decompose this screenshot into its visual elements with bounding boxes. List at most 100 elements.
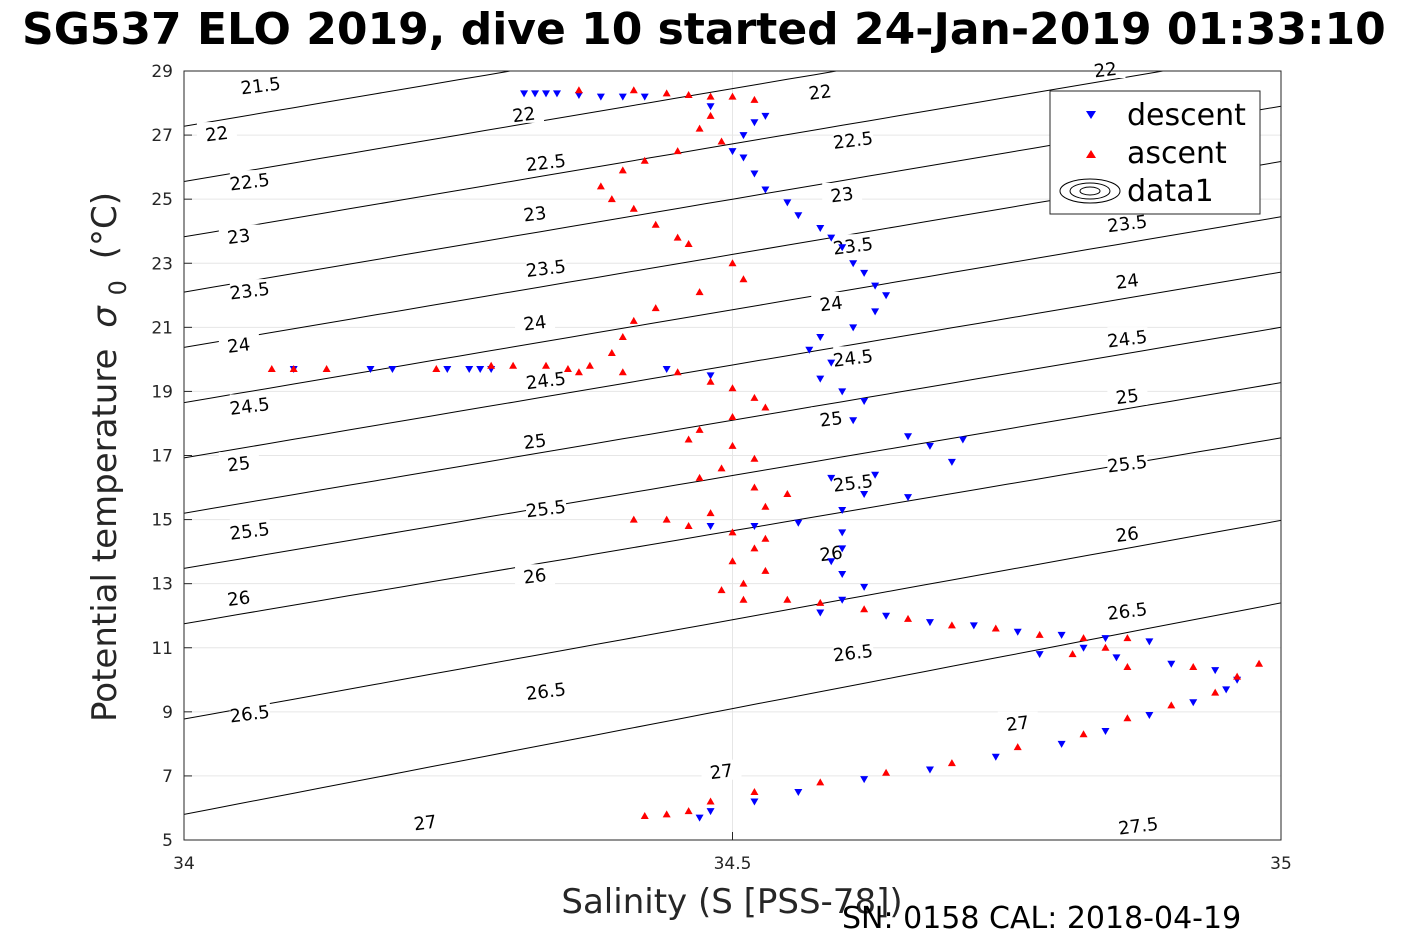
contour-label-bg [811, 407, 852, 428]
contour-label-bg [811, 291, 852, 312]
descent-point [871, 282, 880, 290]
ascent-point [684, 240, 693, 248]
ascent-point [673, 147, 682, 155]
descent-point [904, 433, 913, 441]
y-tick-label: 25 [151, 190, 173, 210]
ascent-point [574, 368, 583, 376]
ascent-point [750, 454, 759, 462]
contour-label-bg [526, 368, 567, 389]
ascent-point [1123, 634, 1132, 642]
ascent-point [1035, 630, 1044, 638]
contour-label-bg [515, 202, 556, 223]
descent-point [838, 571, 847, 579]
descent-point [750, 170, 759, 178]
ascent-point [673, 233, 682, 241]
ascent-point [1167, 701, 1176, 709]
descent-point [969, 622, 978, 630]
contour-label: 24.5 [1106, 327, 1148, 353]
contour-label: 24 [1115, 270, 1140, 294]
ascent-point [618, 332, 627, 340]
descent-point [827, 474, 836, 482]
x-tick-label: 35 [1270, 854, 1292, 874]
contour-label-bg [504, 102, 545, 123]
descent-point [860, 776, 869, 784]
ascent-point [947, 759, 956, 767]
ascent-point [783, 489, 792, 497]
ascent-point [640, 156, 649, 164]
descent-point [574, 92, 583, 100]
contour-label-bg [1107, 211, 1148, 232]
descent-point [860, 490, 869, 498]
ascent-point [695, 288, 704, 296]
contour-label-bg [196, 122, 237, 143]
ascent-point [728, 92, 737, 100]
descent-point [1101, 635, 1110, 643]
descent-point [695, 814, 704, 822]
contour-line-26 [184, 382, 1281, 569]
x-tick-label: 34 [173, 854, 195, 874]
contour-label-bg [218, 224, 259, 245]
contour-label-bg [515, 311, 556, 332]
descent-point [640, 93, 649, 101]
descent-point [838, 244, 847, 252]
y-tick-label: 21 [151, 318, 173, 338]
ascent-point [487, 361, 496, 369]
contour-label: 26.5 [525, 679, 567, 705]
ascent-point [750, 393, 759, 401]
ascent-point [761, 534, 770, 542]
legend-ascent-marker [1086, 150, 1096, 158]
ascent-point [739, 579, 748, 587]
contour-label: 26.5 [229, 702, 271, 728]
ascent-point [662, 810, 671, 818]
contour-label-bg [1085, 58, 1126, 78]
legend[interactable]: descent ascent data1 [1049, 90, 1261, 215]
ascent-point [563, 364, 572, 372]
contour-label: 25 [522, 430, 547, 454]
descent-point [947, 458, 956, 466]
ascent-point [717, 464, 726, 472]
ascent-point [728, 259, 737, 267]
ascent-point [783, 595, 792, 603]
ascent-point [904, 614, 913, 622]
ascent-point [717, 586, 726, 594]
ascent-point [728, 441, 737, 449]
descent-point [849, 260, 858, 268]
descent-point [882, 292, 891, 300]
ascent-point [695, 425, 704, 433]
contour-label: 23.5 [832, 234, 874, 260]
contour-label-bg [1107, 327, 1148, 348]
descent-point [1013, 628, 1022, 636]
descent-point [750, 798, 759, 806]
descent-point [816, 609, 825, 617]
ascent-point [1013, 743, 1022, 751]
ascent-point [618, 368, 627, 376]
contour-label-bg [240, 74, 281, 95]
y-tick-label: 13 [151, 575, 173, 595]
ascent-point [662, 515, 671, 523]
contour-label-bg [229, 519, 270, 540]
legend-descent-marker [1086, 111, 1096, 119]
contour-label: 25 [226, 453, 251, 477]
y-axis-label-unit: (°C) [85, 192, 125, 259]
contour-label-bg [701, 759, 742, 780]
ascent-point [728, 557, 737, 565]
contour-label: 24.5 [525, 368, 567, 394]
contour-label-bg [822, 182, 863, 203]
descent-point [860, 398, 869, 406]
descent-point [1112, 654, 1121, 662]
contour-label: 25.5 [229, 519, 271, 545]
contour-label: 22.5 [525, 151, 567, 177]
descent-point [816, 225, 825, 233]
descent-point [849, 417, 858, 425]
descent-point [925, 766, 934, 774]
ascent-point [322, 364, 331, 372]
contour-label: 26.5 [1106, 599, 1148, 625]
descent-point [662, 365, 671, 373]
ascent-point [629, 316, 638, 324]
ascent-point [585, 361, 594, 369]
y-axis: 5 7 9 11 13 15 17 19 21 23 25 27 29 [151, 62, 192, 851]
ascent-point [728, 413, 737, 421]
y-tick-label: 15 [151, 511, 173, 531]
descent-point [388, 365, 397, 373]
contour-label: 26 [522, 565, 547, 589]
